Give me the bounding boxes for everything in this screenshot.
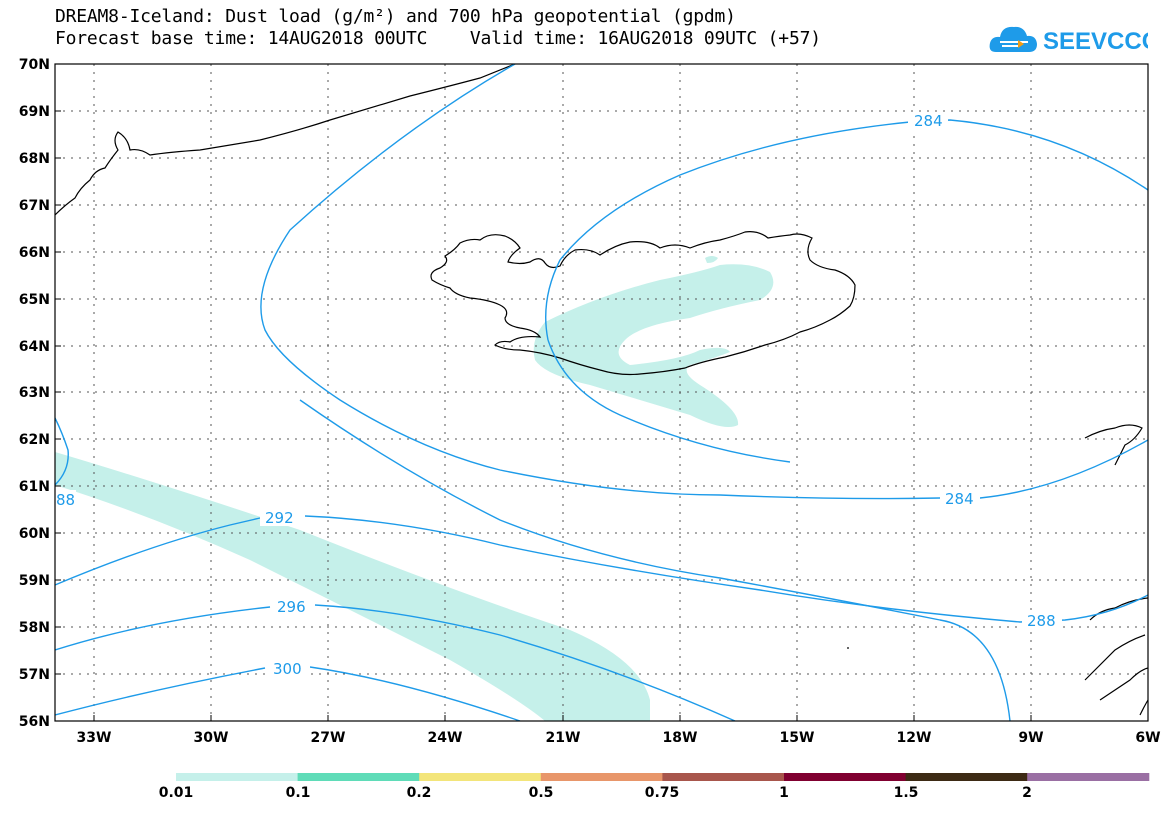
contour-label: 88 <box>56 491 75 509</box>
lat-label: 60N <box>19 526 50 542</box>
contour-labels: 284 284 288 292 296 300 88 <box>56 112 1062 678</box>
contour-288 <box>55 417 1148 623</box>
contour-296 <box>55 604 736 721</box>
contour-284-inner <box>547 339 791 463</box>
lon-label: 24W <box>428 730 463 746</box>
contour-284 <box>260 64 1148 500</box>
contour-label: 292 <box>265 509 294 527</box>
contour-mid <box>299 399 1011 721</box>
colorbar-swatch <box>662 773 785 781</box>
lat-label: 69N <box>19 104 50 120</box>
lon-label: 30W <box>194 730 229 746</box>
cloud-icon <box>989 26 1037 52</box>
lat-label: 66N <box>19 245 50 261</box>
norway-coast <box>1084 424 1148 716</box>
contour-label: 300 <box>273 660 302 678</box>
map-subtitle: Forecast base time: 14AUG2018 00UTC Vali… <box>55 28 821 49</box>
colorbar-swatch <box>297 773 420 781</box>
lat-label: 61N <box>19 479 50 495</box>
lat-label: 58N <box>19 620 50 636</box>
iceland-coast <box>430 231 856 376</box>
lon-label: 6W <box>1135 730 1160 746</box>
contour-label: 284 <box>914 112 943 130</box>
colorbar <box>176 773 1150 781</box>
colorbar-swatch <box>176 773 299 781</box>
lon-label: 27W <box>311 730 346 746</box>
latitude-labels: 70N 69N 68N 67N 66N 65N 64N 63N 62N 61N … <box>19 57 50 730</box>
colorbar-swatch <box>905 773 1028 781</box>
colorbar-label: 0.1 <box>286 785 311 801</box>
contour-label: 288 <box>1027 612 1056 630</box>
lon-label: 33W <box>77 730 112 746</box>
colorbar-label: 1.5 <box>894 785 919 801</box>
lat-label: 56N <box>19 714 50 730</box>
colorbar-swatch <box>419 773 542 781</box>
contour-label: 296 <box>277 598 306 616</box>
colorbar-label: 2 <box>1022 785 1032 801</box>
colorbar-label: 0.5 <box>529 785 554 801</box>
greenland-coast <box>55 64 516 216</box>
longitude-labels: 33W 30W 27W 24W 21W 18W 15W 12W 9W 6W <box>77 730 1161 746</box>
lat-label: 59N <box>19 573 50 589</box>
logo-text: SEEVCCC <box>1043 28 1148 55</box>
colorbar-labels: 0.01 0.1 0.2 0.5 0.75 1 1.5 2 <box>159 785 1032 801</box>
colorbar-swatch <box>784 773 907 781</box>
lat-label: 63N <box>19 385 50 401</box>
lat-label: 70N <box>19 57 50 73</box>
contour-300 <box>55 666 521 721</box>
lat-label: 64N <box>19 339 50 355</box>
lon-label: 9W <box>1018 730 1043 746</box>
lat-label: 65N <box>19 292 50 308</box>
lat-label: 57N <box>19 667 50 683</box>
colorbar-label: 1 <box>779 785 789 801</box>
grid-lines <box>55 64 1148 721</box>
tick-marks <box>55 63 1032 721</box>
lat-label: 68N <box>19 151 50 167</box>
lon-label: 15W <box>780 730 815 746</box>
colorbar-swatch <box>1027 773 1150 781</box>
lon-label: 12W <box>897 730 932 746</box>
contour-label: 284 <box>945 490 974 508</box>
dust-load-area <box>55 256 774 721</box>
colorbar-swatch <box>540 773 663 781</box>
colorbar-label: 0.01 <box>159 785 194 801</box>
geopotential-contours <box>55 64 1148 721</box>
lon-label: 21W <box>546 730 581 746</box>
lat-label: 67N <box>19 198 50 214</box>
contour-284-north <box>545 119 1148 341</box>
lat-label: 62N <box>19 432 50 448</box>
seevccc-logo: SEEVCCC <box>988 18 1159 58</box>
lon-label: 18W <box>663 730 698 746</box>
coastlines <box>55 64 1148 716</box>
colorbar-label: 0.2 <box>407 785 432 801</box>
map-title: DREAM8-Iceland: Dust load (g/m²) and 700… <box>55 6 736 27</box>
colorbar-label: 0.75 <box>645 785 680 801</box>
